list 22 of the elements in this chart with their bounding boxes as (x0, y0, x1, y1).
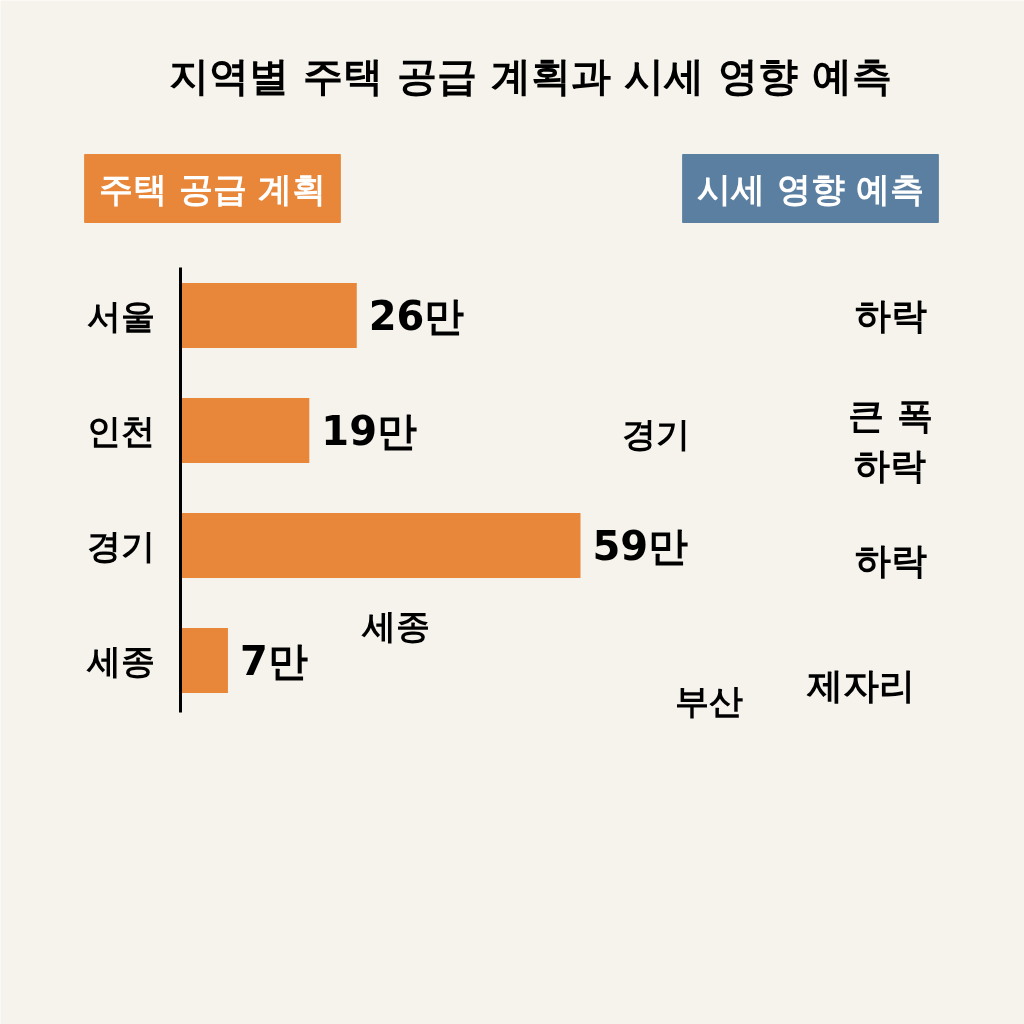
text: 하락 (854, 540, 927, 581)
y-tick-label: 경기 (86, 525, 155, 566)
text: 제자리 (805, 665, 915, 706)
data-label: 19만 (321, 407, 417, 454)
text: 주택 공급 계획 (98, 168, 327, 209)
annotation: 세종 (360, 605, 430, 646)
text: 큰 폭 하락 (848, 395, 933, 486)
y-tick-label: 서울 (86, 295, 155, 336)
bar (180, 513, 581, 578)
data-label: 26만 (368, 292, 465, 339)
text: 부산 (674, 680, 743, 721)
text: 경기 (621, 413, 690, 454)
y-tick-label: 세종 (85, 640, 155, 681)
text: 하락 (854, 295, 927, 336)
data-label: 7만 (239, 637, 308, 684)
text: 시세 영향 예측 (696, 168, 925, 209)
data-label: 59만 (592, 522, 689, 569)
chart-title: 지역별 주택 공급 계획과 시세 영향 예측 (168, 52, 893, 99)
bar (180, 398, 310, 463)
bar (180, 283, 357, 348)
y-tick-label: 인천 (86, 410, 155, 451)
bar (180, 628, 228, 693)
